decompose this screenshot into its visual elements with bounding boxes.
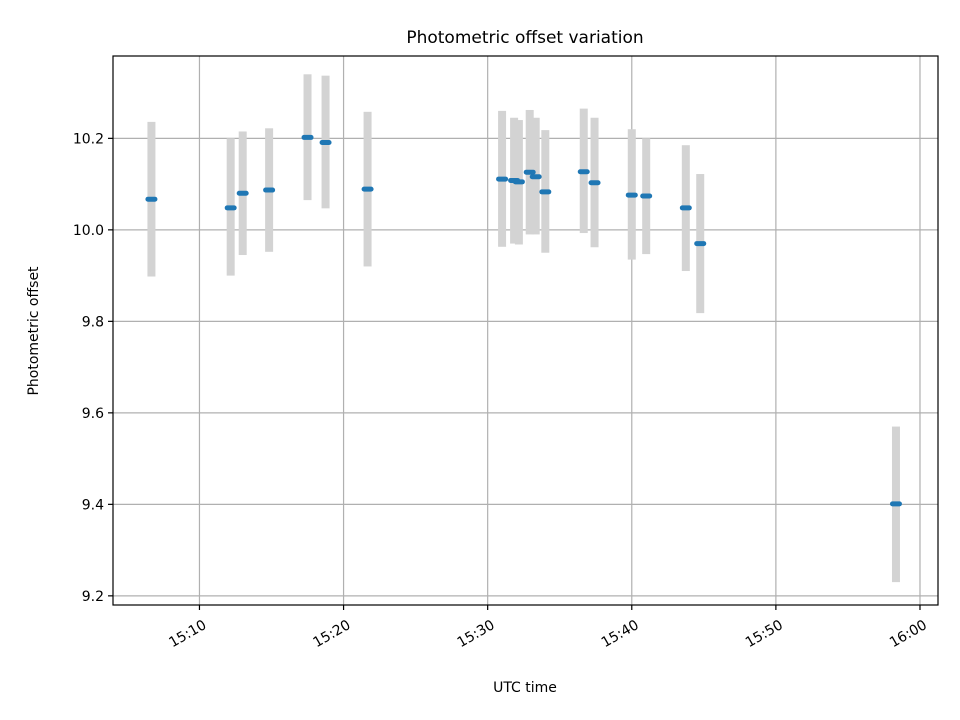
data-point [512, 179, 525, 185]
y-tick-label: 9.8 [82, 314, 104, 330]
y-tick-label: 9.4 [82, 497, 104, 513]
data-point [224, 205, 237, 211]
plot-frame [112, 55, 939, 606]
data-points [145, 134, 902, 507]
y-tick-label: 10.2 [73, 131, 104, 147]
data-point [523, 169, 536, 175]
data-point [301, 134, 314, 140]
data-point [236, 190, 249, 196]
data-point [577, 169, 590, 175]
data-point [640, 193, 653, 199]
data-point [529, 174, 542, 180]
y-axis-label: Photometric offset [26, 266, 42, 396]
data-point [145, 196, 158, 202]
data-point [694, 241, 707, 247]
chart-title: Photometric offset variation [406, 28, 643, 48]
data-point [539, 189, 552, 195]
x-axis-label: UTC time [493, 680, 557, 696]
y-tick-label: 9.2 [82, 589, 104, 605]
grid-lines [113, 56, 938, 605]
data-point [625, 192, 638, 198]
y-tick-label: 10.0 [73, 223, 104, 239]
data-point [319, 139, 332, 145]
y-tick-label: 9.6 [82, 406, 104, 422]
data-point [588, 180, 601, 186]
data-point [889, 501, 902, 507]
data-point [263, 187, 276, 193]
data-point [496, 176, 509, 182]
data-point [361, 186, 374, 192]
y-axis-ticks: 9.2 9.4 9.6 9.8 10.0 10.2 [73, 131, 113, 605]
data-point [679, 205, 692, 211]
